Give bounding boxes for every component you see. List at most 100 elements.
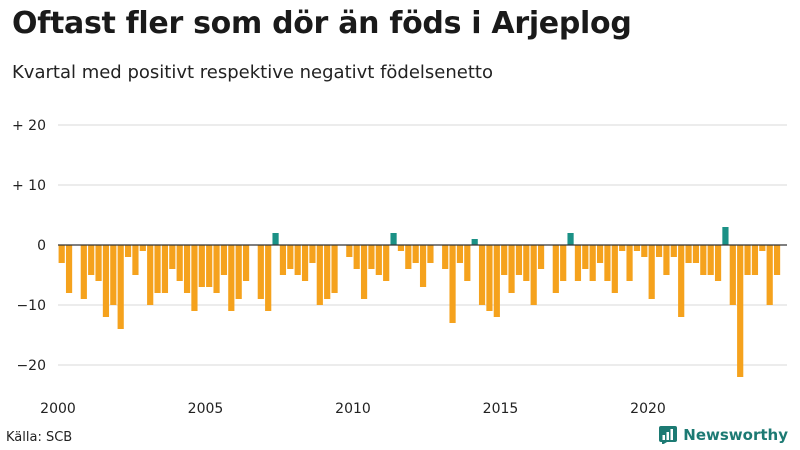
y-tick-label: 0 bbox=[37, 238, 46, 254]
bar bbox=[353, 245, 360, 269]
y-tick-label: + 20 bbox=[12, 118, 46, 134]
brand-logo[interactable]: Newsworthy bbox=[659, 426, 788, 444]
bar bbox=[773, 245, 781, 275]
bar bbox=[729, 245, 736, 305]
bar bbox=[560, 245, 567, 281]
bar bbox=[501, 245, 508, 275]
bar bbox=[700, 245, 707, 275]
bar bbox=[685, 245, 692, 263]
bar bbox=[478, 245, 486, 305]
bar bbox=[405, 245, 412, 269]
bar bbox=[508, 245, 515, 293]
bar bbox=[486, 245, 493, 311]
bar bbox=[611, 245, 618, 293]
bar bbox=[110, 245, 117, 305]
bar bbox=[176, 245, 183, 281]
bar bbox=[678, 245, 685, 317]
bar bbox=[80, 245, 87, 299]
bar bbox=[759, 245, 766, 251]
bar bbox=[287, 245, 294, 269]
chart-subtitle: Kvartal med positivt respektive negativt… bbox=[12, 62, 493, 83]
bar bbox=[648, 245, 655, 299]
bar bbox=[626, 245, 633, 281]
bar bbox=[397, 245, 405, 251]
bar bbox=[655, 245, 663, 257]
bar bbox=[456, 245, 464, 263]
y-tick-label: −20 bbox=[16, 358, 46, 374]
bar bbox=[419, 245, 427, 287]
bar bbox=[412, 245, 419, 263]
newsworthy-logo-icon bbox=[659, 426, 678, 444]
x-tick-label: 2015 bbox=[483, 401, 519, 417]
bar bbox=[324, 245, 331, 299]
bar bbox=[427, 245, 434, 263]
bar bbox=[95, 245, 102, 281]
bar bbox=[65, 245, 73, 293]
bar bbox=[633, 245, 641, 251]
x-tick-label: 2010 bbox=[335, 401, 371, 417]
bar bbox=[206, 245, 213, 287]
bar bbox=[360, 245, 368, 299]
bar bbox=[294, 245, 301, 275]
bar bbox=[449, 245, 456, 323]
y-tick-label: + 10 bbox=[12, 178, 46, 194]
bar bbox=[493, 245, 500, 317]
bar bbox=[574, 245, 582, 281]
bar bbox=[346, 245, 353, 257]
bar bbox=[552, 245, 559, 293]
bar bbox=[235, 245, 242, 299]
bar bbox=[390, 233, 397, 245]
bar bbox=[582, 245, 589, 269]
bar bbox=[523, 245, 530, 281]
bar bbox=[383, 245, 390, 281]
bar bbox=[670, 245, 677, 257]
bar bbox=[198, 245, 205, 287]
bar bbox=[316, 245, 323, 305]
bar bbox=[464, 245, 471, 281]
bar bbox=[117, 245, 124, 329]
bar bbox=[641, 245, 648, 257]
x-tick-label: 2020 bbox=[630, 401, 666, 417]
bar bbox=[722, 227, 729, 245]
bar bbox=[619, 245, 626, 251]
bar bbox=[161, 245, 169, 293]
bar bbox=[88, 245, 95, 275]
bar bbox=[102, 245, 110, 317]
bar bbox=[604, 245, 611, 281]
bar bbox=[530, 245, 537, 305]
bar bbox=[737, 245, 744, 377]
bar bbox=[183, 245, 191, 293]
bar bbox=[309, 245, 316, 263]
bar bbox=[707, 245, 714, 275]
bar bbox=[567, 233, 574, 245]
y-tick-label: −10 bbox=[16, 298, 46, 314]
bar bbox=[471, 239, 478, 245]
bar bbox=[596, 245, 604, 263]
brand-name: Newsworthy bbox=[683, 426, 788, 444]
bar bbox=[692, 245, 700, 263]
bar bbox=[228, 245, 235, 311]
bar bbox=[663, 245, 670, 275]
x-tick-label: 2000 bbox=[40, 401, 76, 417]
source-note: Källa: SCB bbox=[6, 430, 73, 445]
bar bbox=[714, 245, 722, 281]
bar bbox=[442, 245, 449, 269]
bar bbox=[375, 245, 382, 275]
bar bbox=[220, 245, 228, 275]
bar bbox=[589, 245, 596, 281]
bar bbox=[58, 245, 65, 263]
bar bbox=[132, 245, 139, 275]
x-tick-label: 2005 bbox=[188, 401, 224, 417]
bar bbox=[515, 245, 523, 275]
bar bbox=[147, 245, 154, 305]
bar bbox=[191, 245, 198, 311]
bar bbox=[751, 245, 759, 275]
bar bbox=[537, 245, 545, 269]
bar bbox=[242, 245, 250, 281]
bar bbox=[766, 245, 773, 305]
bar bbox=[154, 245, 161, 293]
chart-title: Oftast fler som dör än föds i Arjeplog bbox=[12, 6, 632, 41]
bar bbox=[331, 245, 338, 293]
bar bbox=[169, 245, 176, 269]
bar bbox=[265, 245, 272, 311]
